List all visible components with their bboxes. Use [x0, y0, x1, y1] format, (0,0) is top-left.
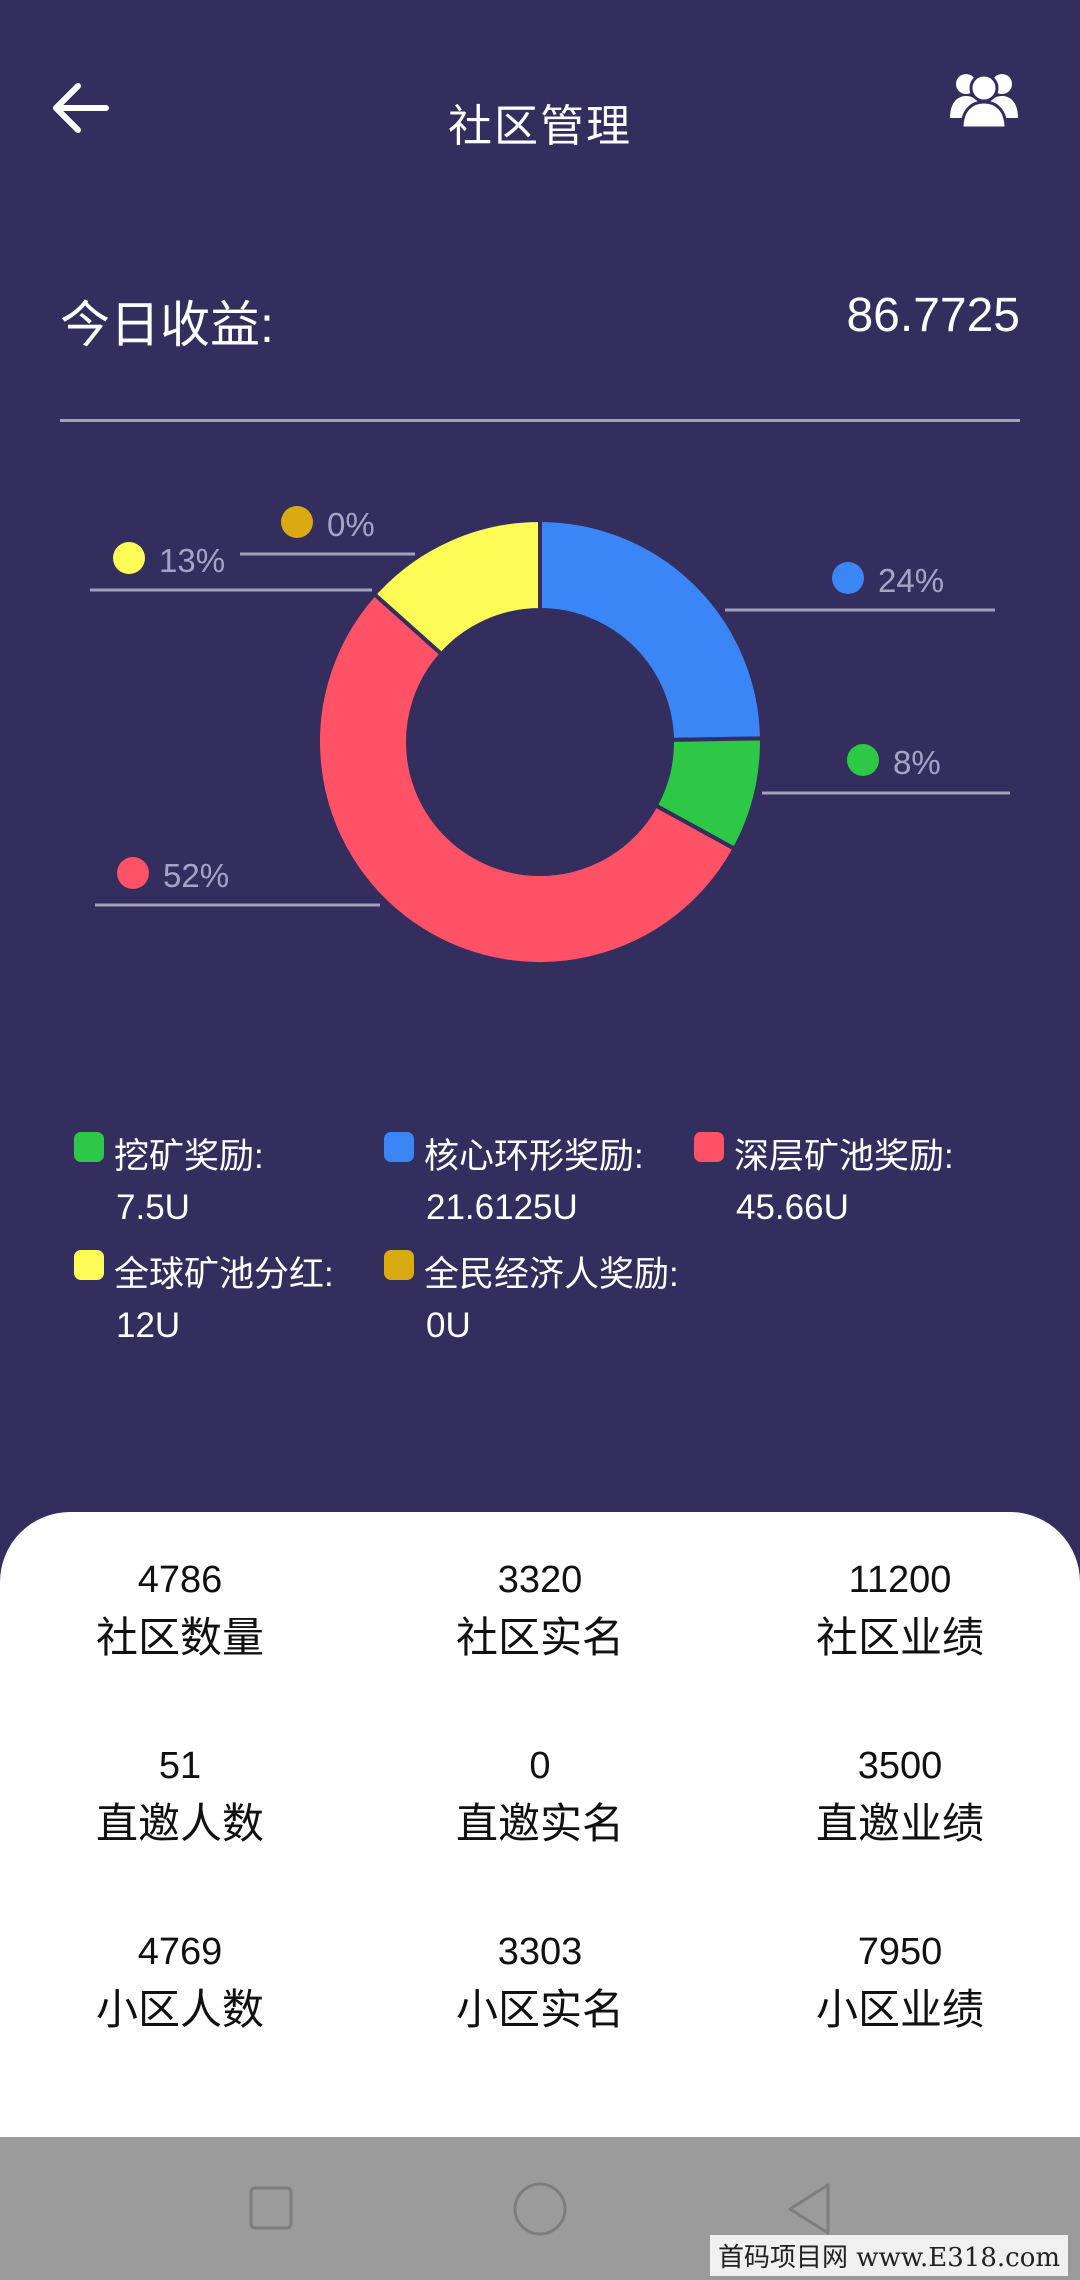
percent-label: 52%	[163, 857, 229, 894]
donut-slice	[538, 517, 765, 742]
stat-label: 社区数量	[95, 1614, 264, 1661]
donut-slice	[316, 591, 738, 966]
stat-small-zone-verified: 3303 小区实名	[360, 1928, 720, 2038]
legend-label: 深层矿池奖励:	[734, 1137, 954, 1176]
stat-direct-performance: 3500 直邀业绩	[720, 1742, 1080, 1852]
legend-label: 全球矿池分红:	[114, 1255, 334, 1294]
legend-label: 挖矿奖励:	[114, 1137, 264, 1176]
earnings-donut-chart: 24% 8% 52% 13% 0%	[90, 506, 1010, 966]
stat-direct-invites: 51 直邀人数	[0, 1742, 360, 1852]
percent-label: 24%	[878, 562, 944, 599]
stat-label: 社区实名	[455, 1614, 624, 1661]
donut-slice	[371, 517, 542, 657]
stat-label: 直邀实名	[455, 1800, 624, 1847]
label-dot	[832, 562, 864, 594]
stat-value: 3303	[497, 1931, 583, 1973]
community-users-button[interactable]	[948, 66, 1020, 130]
system-nav-bar: 首码项目网 www.E318.com	[0, 2137, 1080, 2280]
stat-value: 3500	[857, 1745, 943, 1787]
stat-value: 51	[158, 1745, 202, 1787]
stat-direct-verified: 0 直邀实名	[360, 1742, 720, 1852]
stats-panel: 4786 社区数量 3320 社区实名 11200 社区业绩 51 直邀人数 0…	[0, 1512, 1080, 2137]
legend-value: 12U	[116, 1306, 181, 1345]
label-dot	[117, 857, 149, 889]
legend-value: 0U	[426, 1306, 471, 1345]
percent-label: 13%	[159, 542, 225, 579]
today-earnings-value: 86.7725	[846, 289, 1020, 342]
legend-value: 21.6125U	[426, 1188, 578, 1227]
today-earnings-label: 今日收益:	[60, 297, 274, 353]
legend-swatch	[74, 1250, 104, 1280]
label-dot	[281, 506, 313, 538]
chart-legend: 挖矿奖励: 7.5U 核心环形奖励: 21.6125U 深层矿池奖励: 45.6…	[0, 1128, 1080, 1368]
divider	[60, 419, 1020, 422]
legend-value: 7.5U	[116, 1188, 190, 1227]
legend-swatch	[694, 1132, 724, 1162]
circle-icon[interactable]	[512, 2181, 568, 2237]
stat-value: 7950	[857, 1931, 943, 1973]
arrow-left-icon	[53, 83, 109, 133]
legend-value: 45.66U	[736, 1188, 849, 1227]
stat-label: 小区实名	[455, 1986, 624, 2033]
users-group-icon	[950, 73, 1018, 130]
percent-label: 8%	[893, 744, 941, 781]
stat-label: 直邀人数	[95, 1800, 264, 1847]
stat-small-zone-performance: 7950 小区业绩	[720, 1928, 1080, 2038]
stat-value: 0	[529, 1745, 551, 1787]
page-title: 社区管理	[448, 102, 632, 151]
legend-label: 全民经济人奖励:	[424, 1255, 679, 1294]
stat-label: 小区人数	[95, 1986, 264, 2033]
stat-value: 4769	[137, 1931, 223, 1973]
stat-value: 4786	[137, 1559, 223, 1601]
back-button[interactable]	[48, 78, 118, 138]
legend-swatch	[384, 1132, 414, 1162]
stat-community-verified: 3320 社区实名	[360, 1556, 720, 1666]
stat-small-zone-count: 4769 小区人数	[0, 1928, 360, 2038]
stat-label: 小区业绩	[815, 1986, 984, 2033]
label-dot	[847, 744, 879, 776]
legend-swatch	[384, 1250, 414, 1280]
legend-label: 核心环形奖励:	[424, 1137, 644, 1176]
stat-community-performance: 11200 社区业绩	[720, 1556, 1080, 1666]
watermark: 首码项目网 www.E318.com	[710, 2235, 1068, 2276]
percent-label: 0%	[327, 506, 375, 543]
legend-swatch	[74, 1132, 104, 1162]
stat-label: 直邀业绩	[815, 1800, 984, 1847]
triangle-back-icon[interactable]	[784, 2181, 834, 2237]
stat-community-count: 4786 社区数量	[0, 1556, 360, 1666]
square-icon[interactable]	[246, 2183, 296, 2233]
label-dot	[113, 542, 145, 574]
stat-value: 3320	[497, 1559, 583, 1601]
stat-label: 社区业绩	[815, 1614, 984, 1661]
top-area	[0, 0, 1080, 1540]
stat-value: 11200	[848, 1559, 952, 1601]
